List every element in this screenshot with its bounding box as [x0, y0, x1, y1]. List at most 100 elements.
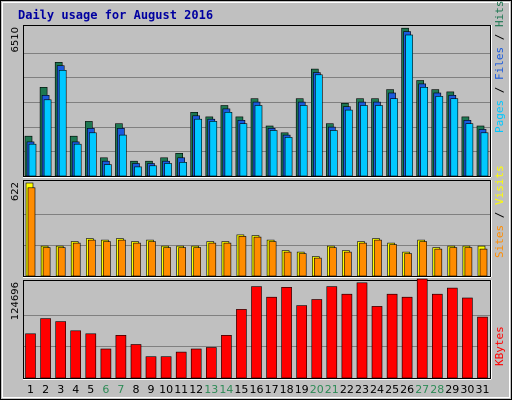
legend-entry: Files	[493, 47, 506, 80]
x-tick-label: 18	[280, 383, 294, 396]
bar-kbytes-kbytes	[115, 334, 127, 379]
x-tick-label: 6	[102, 383, 109, 396]
bar-kbytes-kbytes	[25, 333, 36, 379]
bar-visits-sites	[253, 236, 262, 277]
x-tick-label: 2	[42, 383, 49, 396]
bar-visits-sites	[148, 241, 156, 277]
bar-kbytes-kbytes	[266, 296, 277, 379]
bar-kbytes-kbytes	[462, 297, 473, 379]
x-tick-label: 24	[370, 383, 384, 396]
legend-entry: Hits	[493, 1, 506, 28]
bar-visits-sites	[88, 239, 96, 277]
legend-entry: /	[493, 80, 506, 100]
bar-kbytes-kbytes	[130, 344, 142, 379]
bar-visits-sites	[389, 244, 397, 277]
bar-hits-pages	[43, 99, 52, 177]
bar-visits-sites	[223, 242, 232, 277]
bar-kbytes-kbytes	[446, 287, 458, 379]
bar-kbytes-kbytes	[175, 351, 187, 379]
x-tick-label: 27	[415, 383, 429, 396]
bar-hits-pages	[194, 118, 202, 177]
chart-title: Daily usage for August 2016	[18, 8, 213, 22]
bar-hits-pages	[73, 143, 82, 177]
x-tick-label: 11	[174, 383, 188, 396]
bar-hits-pages	[58, 70, 67, 177]
bar-visits-sites	[404, 253, 412, 277]
bar-kbytes-kbytes	[281, 286, 292, 379]
bar-visits-sites	[359, 242, 367, 277]
x-tick-label: 25	[385, 383, 399, 396]
legend-entry: KBytes	[493, 326, 506, 366]
bar-kbytes-kbytes	[221, 334, 232, 379]
x-tick-label: 31	[476, 383, 490, 396]
bar-hits-pages	[420, 87, 429, 177]
bar-visits-sites	[72, 242, 81, 277]
x-tick-label: 12	[189, 383, 203, 396]
x-tick-label: 1	[27, 383, 34, 396]
bar-visits-sites	[208, 242, 217, 277]
bar-hits-pages	[224, 112, 233, 177]
bar-hits-pages	[390, 98, 398, 177]
x-tick-label: 4	[72, 383, 79, 396]
panel-visits: 622 Sites / Visits	[10, 165, 506, 278]
bar-kbytes-kbytes	[356, 282, 368, 379]
bar-visits-sites	[313, 257, 322, 277]
bar-visits-sites	[118, 239, 126, 277]
bar-visits-sites	[42, 247, 51, 277]
bar-visits-sites	[449, 247, 458, 277]
bar-hits-pages	[465, 123, 474, 177]
x-tick-label: 14	[219, 383, 233, 396]
bar-kbytes-kbytes	[296, 305, 308, 379]
bar-hits-pages	[239, 123, 248, 177]
x-tick-label: 16	[250, 383, 264, 396]
x-tick-label: 15	[234, 383, 248, 396]
bar-hits-pages	[119, 134, 127, 177]
x-tick-label: 20	[310, 383, 324, 396]
legend-entry: Visits	[493, 165, 506, 205]
bar-visits-sites	[344, 251, 352, 277]
bar-visits-sites	[238, 236, 247, 277]
legend-entry: /	[493, 205, 506, 225]
panel-hits: 6510 Pages / Files / Hits	[10, 1, 506, 178]
bar-visits-sites	[27, 187, 36, 277]
bar-hits-pages	[104, 164, 112, 177]
bar-hits-pages	[314, 74, 323, 177]
legend-hits: Pages / Files / Hits	[493, 1, 506, 134]
bar-visits-sites	[193, 247, 201, 277]
bar-hits-pages	[164, 163, 172, 177]
panel-kbytes: 124696 KBytes	[10, 278, 506, 380]
bar-visits-sites	[178, 247, 186, 277]
bar-kbytes-kbytes	[371, 306, 383, 379]
bar-hits-pages	[345, 109, 353, 177]
bar-visits-sites	[283, 251, 292, 277]
bar-visits-sites	[298, 253, 307, 277]
x-tick-label: 26	[400, 383, 414, 396]
y-max-label-hits: 6510	[10, 27, 21, 52]
bar-kbytes-kbytes	[386, 293, 398, 379]
bar-visits-sites	[57, 247, 66, 277]
x-tick-label: 9	[148, 383, 155, 396]
bar-hits-pages	[405, 34, 413, 177]
bar-kbytes-kbytes	[326, 286, 338, 379]
bar-hits-pages	[360, 105, 368, 177]
bar-kbytes-kbytes	[190, 348, 202, 379]
bar-hits-pages	[179, 162, 187, 177]
x-tick-label: 13	[204, 383, 218, 396]
bar-kbytes-kbytes	[40, 318, 51, 379]
bar-hits-pages	[375, 105, 383, 177]
bar-kbytes-kbytes	[416, 278, 428, 379]
bar-visits-sites	[328, 247, 337, 277]
x-tick-label: 19	[295, 383, 309, 396]
bar-kbytes-kbytes	[70, 330, 81, 379]
x-tick-label: 17	[265, 383, 279, 396]
bar-hits-pages	[450, 98, 459, 177]
bar-hits-pages	[329, 130, 338, 177]
bar-visits-sites	[163, 247, 171, 277]
bar-kbytes-kbytes	[85, 333, 97, 379]
legend-entry: Pages	[493, 100, 506, 133]
x-tick-label: 10	[159, 383, 173, 396]
bar-kbytes-kbytes	[477, 316, 488, 379]
x-tick-label: 28	[430, 383, 444, 396]
